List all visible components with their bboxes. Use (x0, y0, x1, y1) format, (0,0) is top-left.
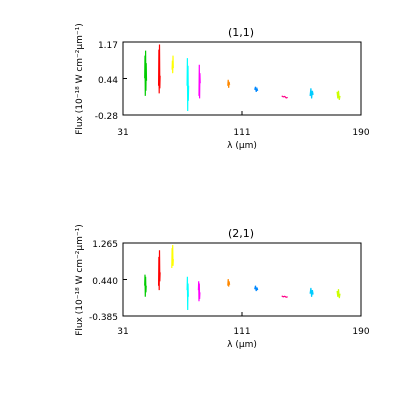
panel-2-xlabel: λ (μm) (227, 340, 257, 350)
panel-1-series-group (144, 44, 341, 112)
panel-1-ticks (122, 41, 362, 116)
panel-1-series-10 (336, 90, 341, 101)
panel-2-ytick-top: 1.265 (92, 240, 118, 250)
panel-2-ytick-mid: 0.440 (92, 277, 118, 287)
panel-2-xtick-left: 31 (117, 327, 128, 337)
panel-1-ytick-bottom: -0.28 (95, 112, 119, 122)
panel-2-series-5 (197, 281, 201, 302)
panel-2-ytick-bottom: -0.385 (89, 313, 118, 323)
panel-2-series-6 (227, 279, 231, 287)
panel-1-xlabel: λ (μm) (227, 141, 257, 151)
panel-1-series-8 (281, 95, 288, 99)
panel-2-series-7 (254, 285, 259, 292)
panel-2-series-3 (171, 244, 174, 269)
panel-1-series-9 (309, 88, 314, 99)
panel-1-series-2 (158, 44, 161, 94)
panel-1-series-4 (186, 58, 190, 112)
panel-1-series-7 (254, 86, 259, 92)
panel-2-xtick-mid: 111 (233, 327, 250, 337)
panel-2-xtick-right: 190 (352, 327, 369, 337)
panel-2-ylabel: Flux (10⁻¹⁸ W cm⁻²μm⁻¹) (75, 224, 85, 336)
panel-2-series-4 (186, 276, 189, 311)
panel-2-title: (2,1) (228, 227, 254, 240)
panel-1-xtick-left: 31 (117, 128, 128, 138)
panel-1-xtick-right: 190 (352, 128, 369, 138)
panel-2-series-10 (336, 289, 341, 299)
panel-1-series-5 (198, 64, 201, 99)
panel-2-series-group (144, 244, 341, 311)
panel-1-ytick-top: 1.17 (98, 41, 118, 51)
panel-1-title: (1,1) (228, 26, 254, 39)
panel-2-series-9 (309, 287, 314, 297)
panel-1-series-1 (144, 50, 148, 96)
panel-2: (2,1) 1.265 0.440 -0.385 31 111 190 λ (μ… (75, 224, 370, 350)
panel-2-series-8 (281, 295, 288, 298)
panel-1-series-3 (171, 55, 174, 74)
panel-1: (1,1) 1.17 0.44 -0.28 31 111 190 λ (μm) … (75, 23, 370, 151)
panel-1-series-6 (227, 79, 231, 88)
panel-1-ylabel: Flux (10⁻¹⁸ W cm⁻²μm⁻¹) (75, 23, 85, 135)
panel-1-ytick-mid: 0.44 (98, 76, 118, 86)
panel-2-ticks (122, 242, 362, 317)
panel-1-xtick-mid: 111 (233, 128, 250, 138)
panel-2-series-2 (158, 250, 161, 291)
panel-2-series-1 (144, 274, 147, 297)
